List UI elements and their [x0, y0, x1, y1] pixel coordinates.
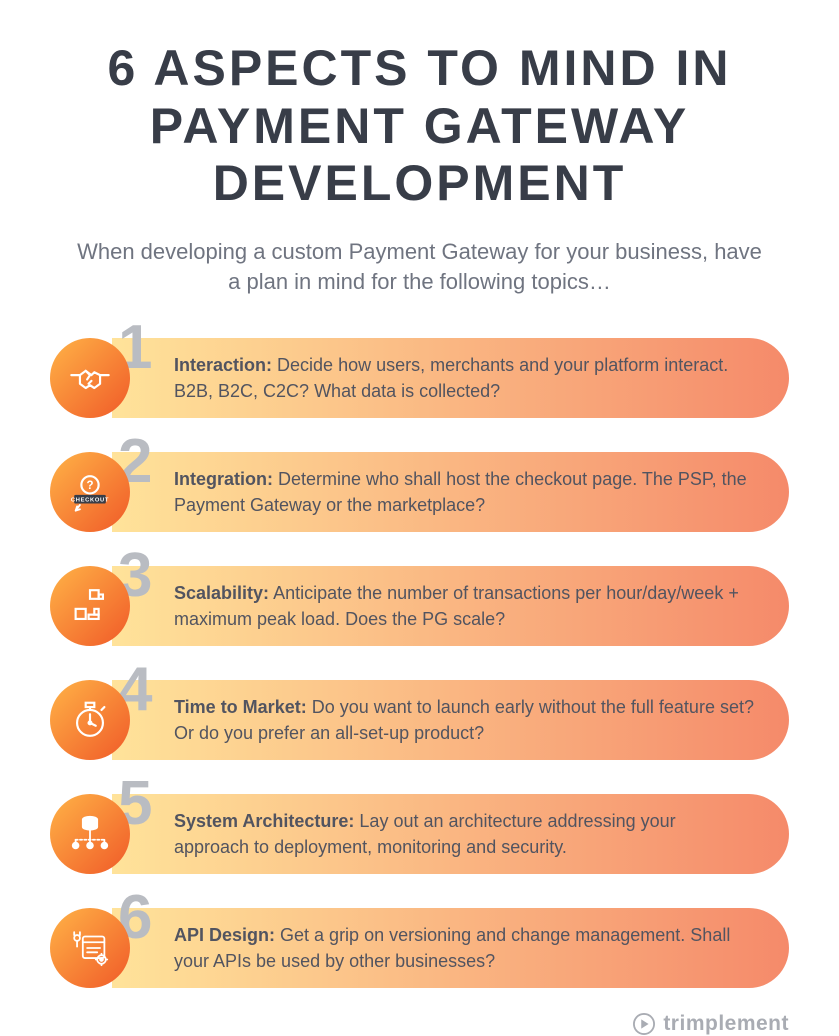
list-item: 5 System Architecture: Lay out an archit…: [50, 790, 789, 878]
svg-text:?: ?: [86, 480, 93, 492]
item-bar: Integration: Determine who shall host th…: [112, 452, 789, 532]
item-text: API Design: Get a grip on versioning and…: [174, 922, 755, 974]
item-text: System Architecture: Lay out an architec…: [174, 808, 755, 860]
item-bar: API Design: Get a grip on versioning and…: [112, 908, 789, 988]
api-icon: [50, 908, 130, 988]
brand-logo-icon: [633, 1013, 655, 1035]
list-item: 6 API Design: Get a grip on versioning a…: [50, 904, 789, 992]
svg-text:CHECKOUT: CHECKOUT: [71, 497, 109, 503]
item-text: Scalability: Anticipate the number of tr…: [174, 580, 755, 632]
item-bar: System Architecture: Lay out an architec…: [112, 794, 789, 874]
checkout-icon: ? CHECKOUT: [50, 452, 130, 532]
item-bar: Scalability: Anticipate the number of tr…: [112, 566, 789, 646]
handshake-icon: [50, 338, 130, 418]
item-text: Interaction: Decide how users, merchants…: [174, 352, 755, 404]
list-item: ? CHECKOUT 2 Integration: Determine who …: [50, 448, 789, 536]
item-bar: Time to Market: Do you want to launch ea…: [112, 680, 789, 760]
item-text: Time to Market: Do you want to launch ea…: [174, 694, 755, 746]
item-bar: Interaction: Decide how users, merchants…: [112, 338, 789, 418]
items-list: 1 Interaction: Decide how users, merchan…: [50, 334, 789, 992]
stopwatch-icon: [50, 680, 130, 760]
list-item: 4 Time to Market: Do you want to launch …: [50, 676, 789, 764]
brand-name: trimplement: [663, 1012, 789, 1036]
blocks-icon: [50, 566, 130, 646]
item-text: Integration: Determine who shall host th…: [174, 466, 755, 518]
page-title: 6 ASPECTS TO MIND IN PAYMENT GATEWAY DEV…: [50, 40, 789, 213]
page-subtitle: When developing a custom Payment Gateway…: [70, 237, 769, 299]
list-item: 3 Scalability: Anticipate the number of …: [50, 562, 789, 650]
footer: trimplement: [50, 1012, 789, 1036]
list-item: 1 Interaction: Decide how users, merchan…: [50, 334, 789, 422]
architecture-icon: [50, 794, 130, 874]
